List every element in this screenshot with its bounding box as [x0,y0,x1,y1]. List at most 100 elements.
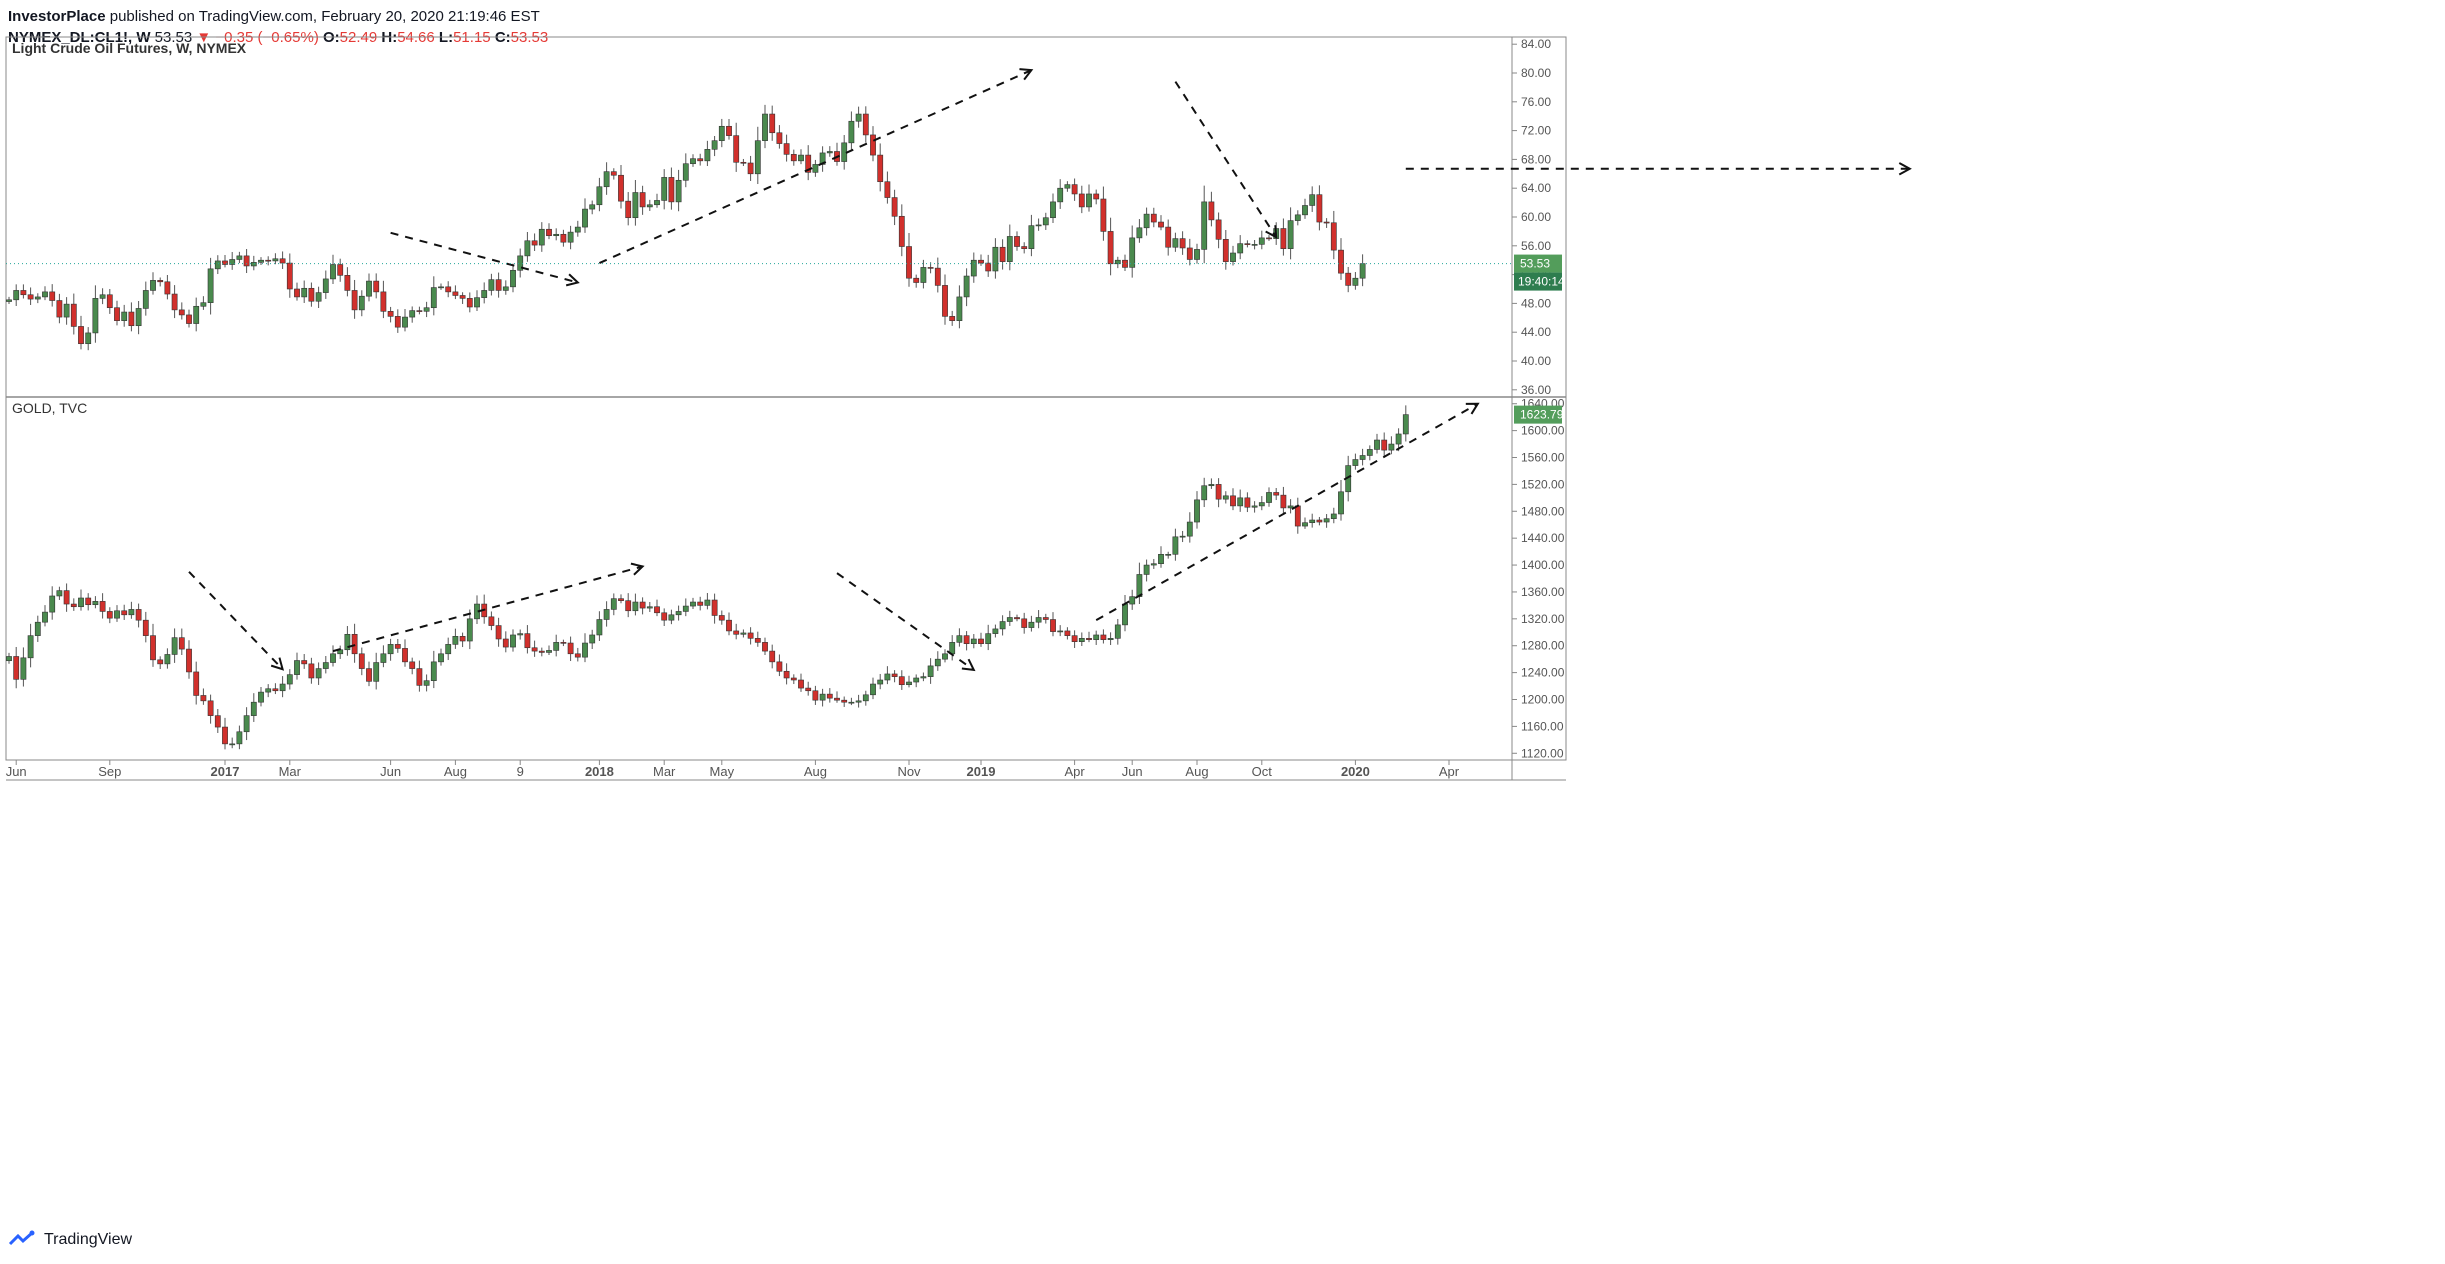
candle[interactable] [1179,231,1186,255]
candle[interactable] [366,273,372,302]
candle[interactable] [1129,225,1136,278]
candle[interactable] [34,293,41,304]
candle[interactable] [373,273,380,299]
candle[interactable] [315,662,322,685]
candle[interactable] [1208,478,1215,489]
candle[interactable] [214,255,221,275]
candle[interactable] [963,631,970,651]
candle[interactable] [913,674,920,688]
candle[interactable] [603,601,610,627]
candle[interactable] [27,623,34,668]
candle[interactable] [1359,448,1366,466]
candle[interactable] [430,650,437,689]
candle[interactable] [783,663,790,685]
candle[interactable] [481,282,488,304]
candle[interactable] [884,666,891,685]
candle[interactable] [150,623,156,667]
candle[interactable] [740,158,747,167]
candle[interactable] [949,310,956,326]
candle[interactable] [337,645,344,659]
candle[interactable] [387,638,394,661]
candle[interactable] [1086,631,1092,643]
candle[interactable] [1071,630,1078,648]
candle[interactable] [1158,546,1164,568]
candle[interactable] [711,136,718,157]
candle[interactable] [798,673,804,692]
candle[interactable] [409,657,416,675]
candle[interactable] [553,634,560,657]
candle[interactable] [632,179,639,226]
candle[interactable] [243,248,250,274]
candle[interactable] [56,293,63,324]
candle[interactable] [438,283,444,290]
candle[interactable] [1244,492,1251,513]
candle[interactable] [970,252,977,283]
candle[interactable] [1280,486,1287,514]
candle[interactable] [934,651,941,671]
candle[interactable] [603,162,610,195]
candle[interactable] [78,589,84,611]
candle[interactable] [402,308,408,332]
candle[interactable] [1352,453,1359,470]
candle[interactable] [639,597,646,615]
candle[interactable] [1294,497,1301,534]
candle[interactable] [1323,514,1330,528]
candle[interactable] [1194,243,1200,264]
candle[interactable] [135,603,142,628]
candle[interactable] [394,309,401,333]
candle[interactable] [330,254,336,284]
candle[interactable] [812,159,819,177]
candle[interactable] [164,648,171,669]
candle[interactable] [1338,238,1344,280]
candle[interactable] [1093,189,1100,205]
candle[interactable] [762,637,768,656]
candle[interactable] [1359,254,1366,287]
candle[interactable] [1316,516,1323,526]
candle[interactable] [805,681,812,696]
candle[interactable] [1330,210,1337,260]
candle[interactable] [985,254,992,277]
candle[interactable] [1258,230,1265,250]
candle[interactable] [243,707,250,741]
candle[interactable] [272,683,279,695]
candle[interactable] [128,601,135,619]
candle[interactable] [718,610,725,625]
candle[interactable] [999,239,1006,270]
candle[interactable] [682,153,689,188]
candle[interactable] [574,647,581,662]
candle[interactable] [1294,210,1301,226]
candle[interactable] [510,629,516,652]
candle[interactable] [1266,487,1272,507]
candle[interactable] [754,631,761,647]
candle[interactable] [1114,618,1121,645]
candle[interactable] [1330,507,1337,524]
candle[interactable] [1035,218,1042,231]
candle[interactable] [301,280,308,303]
candle[interactable] [862,106,869,143]
candle[interactable] [524,625,531,654]
candle[interactable] [1021,612,1028,634]
candle[interactable] [546,223,552,240]
candle[interactable] [1251,239,1258,250]
candle[interactable] [510,263,516,293]
candle[interactable] [358,290,365,317]
candle[interactable] [373,652,380,690]
candle[interactable] [1064,181,1071,192]
candle[interactable] [992,238,999,279]
candle[interactable] [49,284,56,307]
trend-arrow[interactable] [332,562,645,653]
candle[interactable] [222,717,228,750]
candle[interactable] [222,255,228,268]
candle[interactable] [1143,207,1150,236]
candle[interactable] [6,652,12,664]
candle[interactable] [344,267,351,297]
candle[interactable] [265,684,272,698]
candle[interactable] [13,284,20,306]
candle[interactable] [394,638,401,653]
candle[interactable] [812,685,819,705]
trend-arrow[interactable] [598,68,1034,264]
candle[interactable] [1309,513,1316,528]
candle[interactable] [654,193,660,208]
candle[interactable] [1309,186,1316,212]
